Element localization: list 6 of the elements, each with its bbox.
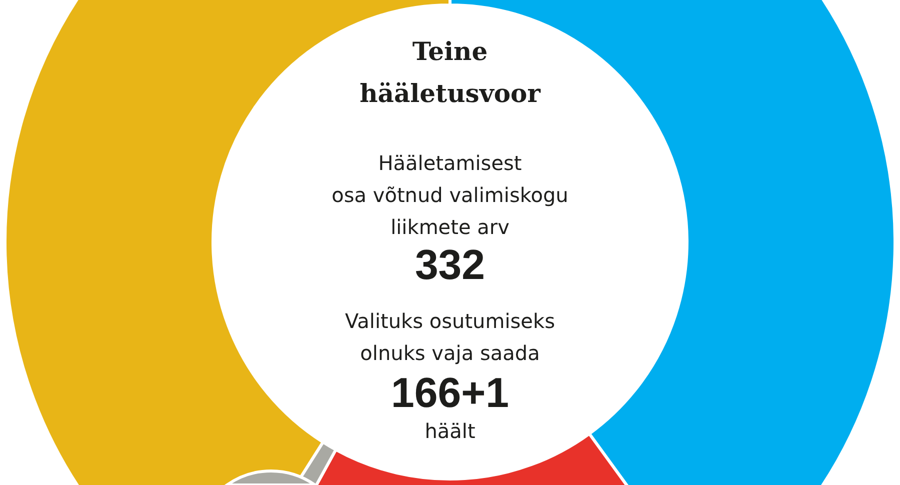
text: 332 (414, 241, 486, 289)
text: Hääletamisest osa võtnud valimiskogu liikmete arv (332, 151, 568, 239)
text: Teine hääletusvoor (358, 36, 542, 110)
text: häält (424, 418, 476, 445)
text: Valituks osutumiseks olnuks vaja saada (344, 308, 556, 367)
text: 166+1 (390, 369, 510, 417)
